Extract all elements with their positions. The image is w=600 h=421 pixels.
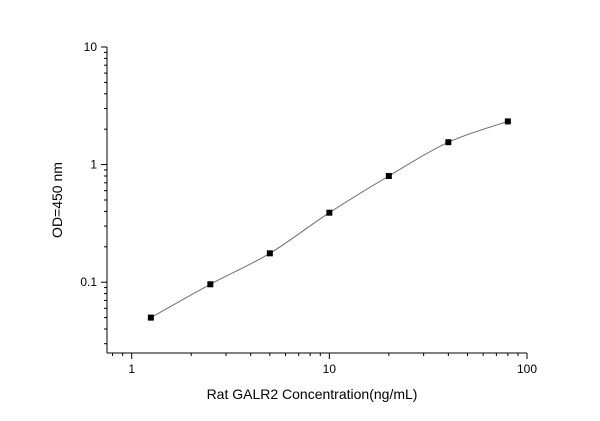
y-tick-label: 0.1 — [80, 275, 97, 289]
data-point — [385, 172, 392, 179]
y-tick-label: 10 — [84, 40, 98, 54]
fit-curve — [150, 120, 509, 319]
tick-labels: 1 10 100 0.1 1 10 — [80, 40, 537, 376]
data-point — [147, 314, 154, 321]
data-points — [147, 118, 511, 321]
data-point — [326, 209, 333, 216]
x-tick-label: 1 — [128, 362, 135, 376]
data-point — [445, 139, 452, 146]
y-tick-label: 1 — [90, 158, 97, 172]
x-axis-label: Rat GALR2 Concentration(ng/mL) — [207, 386, 418, 402]
ticks — [101, 46, 528, 359]
x-tick-label: 10 — [323, 362, 337, 376]
x-tick-label: 100 — [517, 362, 537, 376]
y-axis-label: OD=450 nm — [49, 162, 65, 238]
data-point — [266, 250, 273, 257]
data-point — [207, 281, 214, 288]
data-point — [504, 118, 511, 125]
